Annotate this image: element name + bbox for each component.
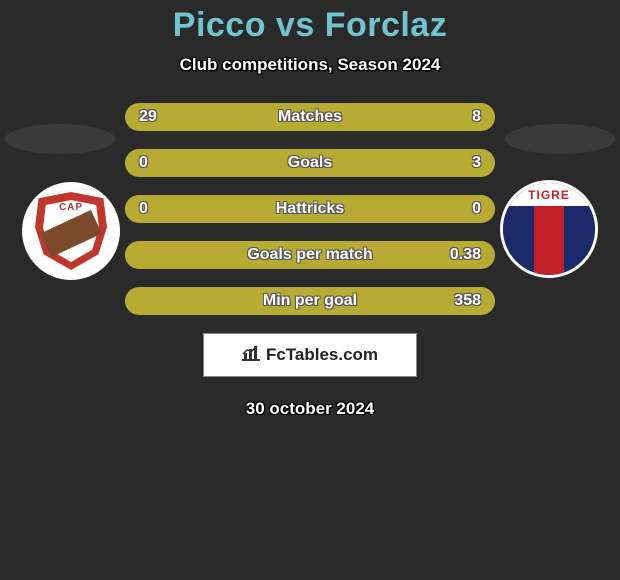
- page-title: Picco vs Forclaz: [0, 6, 620, 45]
- subtitle: Club competitions, Season 2024: [0, 55, 620, 75]
- shadow-ellipse-right: [505, 124, 615, 154]
- date-text: 30 october 2024: [0, 399, 620, 419]
- comparison-card: Picco vs Forclaz Club competitions, Seas…: [0, 0, 620, 419]
- stat-bar: 0 Hattricks 0: [125, 195, 495, 223]
- stat-bar: Min per goal 358: [125, 287, 495, 315]
- stat-bars: 29 Matches 8 0 Goals 3 0 Hattricks 0 Goa…: [125, 103, 495, 315]
- shield-icon: CAP: [35, 192, 107, 270]
- stat-label: Hattricks: [125, 200, 495, 218]
- stat-label: Matches: [125, 108, 495, 126]
- shadow-ellipse-left: [5, 124, 115, 154]
- stat-bar: 0 Goals 3: [125, 149, 495, 177]
- stat-bar: Goals per match 0.38: [125, 241, 495, 269]
- stat-label: Min per goal: [125, 292, 495, 310]
- chart-icon: [242, 345, 260, 366]
- stripes-icon: TIGRE: [503, 183, 595, 275]
- team-badge-left: CAP: [22, 182, 120, 280]
- left-team-abbr: CAP: [35, 202, 107, 213]
- brand-text: FcTables.com: [266, 345, 378, 365]
- team-badge-right: TIGRE: [500, 180, 598, 278]
- brand-box[interactable]: FcTables.com: [203, 333, 417, 377]
- stat-bar: 29 Matches 8: [125, 103, 495, 131]
- stat-label: Goals: [125, 154, 495, 172]
- stat-label: Goals per match: [125, 246, 495, 264]
- right-team-abbr: TIGRE: [503, 183, 595, 206]
